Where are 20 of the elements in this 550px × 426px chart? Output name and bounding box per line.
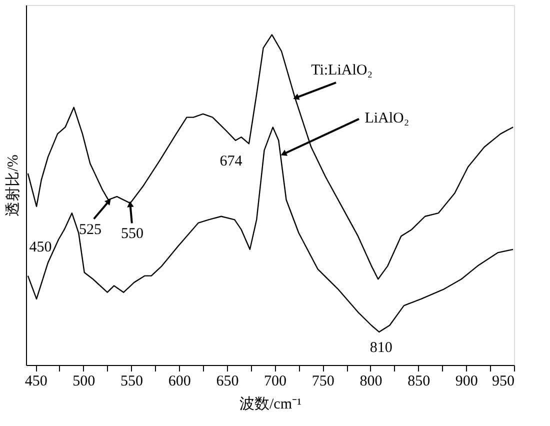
x-tick-label: 600 [168, 374, 191, 390]
series-label: Ti:LiAlO₂ [311, 62, 372, 78]
y-axis-title: 透射比/% [4, 154, 22, 216]
x-tick-label: 750 [312, 374, 334, 390]
annotation: 550 [121, 226, 144, 242]
annotation: 810 [370, 340, 392, 356]
annotation: 450 [29, 239, 52, 256]
text: LiAlO₂ [364, 110, 410, 126]
x-tick-label: 500 [72, 374, 96, 390]
annotation: 674 [220, 154, 243, 170]
x-axis-title: 波数/cm⁻¹ [240, 396, 302, 412]
x-tick-label: 950 [492, 374, 514, 390]
annotation: 525 [79, 222, 102, 238]
x-tick-label: 900 [455, 374, 478, 390]
x-tick-label: 700 [264, 374, 287, 390]
x-tick-label: 450 [24, 374, 48, 390]
x-tick-label: 800 [360, 374, 382, 390]
x-tick-label: 650 [216, 374, 239, 390]
x-tick-label: 850 [408, 374, 430, 390]
x-tick-label: 550 [120, 374, 144, 390]
